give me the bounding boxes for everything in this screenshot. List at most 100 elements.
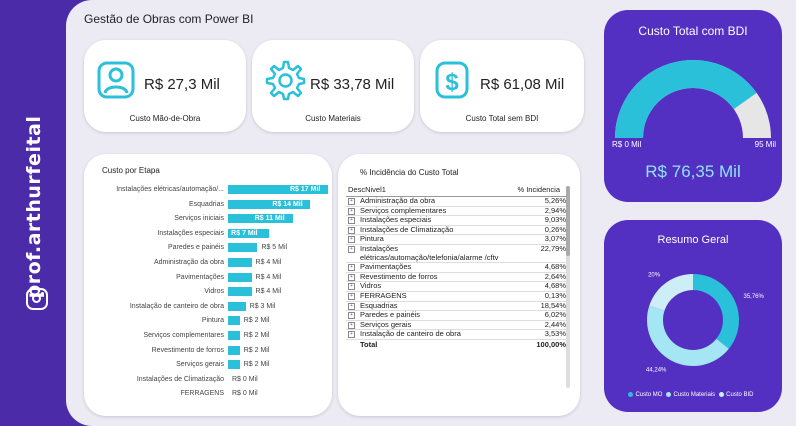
table-row[interactable]: + Instalações elétricas/automação/telefon… xyxy=(346,243,566,264)
expand-icon[interactable]: + xyxy=(348,283,355,291)
donut-slice[interactable] xyxy=(693,274,739,349)
gauge-card[interactable]: Custo Total com BDI R$ 0 Mil 95 Mil R$ 7… xyxy=(604,10,782,202)
incidence-table: DescNivel1 % Incidencia + Administração d… xyxy=(346,184,566,350)
bar-row[interactable]: Serviços iniciais R$ 11 Mil xyxy=(84,213,324,224)
kpi-card-materiais[interactable]: R$ 33,78 Mil Custo Materiais xyxy=(252,40,414,132)
row-name: + Serviços complementares xyxy=(346,206,515,216)
bar-value-label: R$ 2 Mil xyxy=(243,361,270,369)
bar-row[interactable]: Esquadrias R$ 14 Mil xyxy=(84,199,324,210)
table-row[interactable]: + Esquadrias 18,54% xyxy=(346,301,566,312)
table-row[interactable]: + Instalações especiais 9,03% xyxy=(346,215,566,226)
bar[interactable] xyxy=(228,316,240,326)
bar-row[interactable]: Vidros R$ 4 Mil xyxy=(84,286,324,297)
expand-icon[interactable]: + xyxy=(348,198,355,205)
bar[interactable] xyxy=(228,272,252,282)
bar-row[interactable]: Revestimento de forros R$ 2 Mil xyxy=(84,345,324,356)
total-value: 100,00% xyxy=(536,339,566,349)
bar-row[interactable]: Instalações de Climatização R$ 0 Mil xyxy=(84,374,324,385)
kpi-value: R$ 33,78 Mil xyxy=(310,76,395,93)
bar[interactable] xyxy=(228,214,293,224)
bar[interactable] xyxy=(228,258,252,267)
table-row[interactable]: + Pavimentações 4,68% xyxy=(346,262,566,273)
expand-icon[interactable]: + xyxy=(348,226,355,234)
table-row[interactable]: + Paredes e painéis 6,02% xyxy=(346,310,566,321)
table-row[interactable]: + Pintura 3,07% xyxy=(346,235,566,245)
bar[interactable] xyxy=(228,185,328,194)
legend-item[interactable]: Custo Materiais xyxy=(666,392,715,398)
bar-chart-card[interactable]: Custo por Etapa Instalações elétricas/au… xyxy=(84,154,332,416)
bar-category-label: Instalações elétricas/automação/... xyxy=(116,186,224,193)
table-row[interactable]: + Vidros 4,68% xyxy=(346,282,566,292)
gauge-chart xyxy=(615,60,771,138)
expand-icon[interactable]: + xyxy=(348,264,355,272)
bar-chart-title: Custo por Etapa xyxy=(102,166,160,175)
table-row[interactable]: + Serviços complementares 2,94% xyxy=(346,205,566,217)
bar[interactable] xyxy=(228,243,258,253)
bar[interactable] xyxy=(228,345,240,355)
expand-icon[interactable]: + xyxy=(348,236,355,244)
table-row[interactable]: + Instalações de Climatização 0,26% xyxy=(346,225,566,236)
table-row[interactable]: + FERRAGENS 0,13% xyxy=(346,290,566,302)
row-name: + Administração da obra xyxy=(346,196,515,206)
table-card[interactable]: % Incidência do Custo Total xyxy=(338,154,580,416)
bar-row[interactable]: Pavimentações R$ 4 Mil xyxy=(84,272,324,283)
expand-icon[interactable]: + xyxy=(348,312,355,320)
scrollbar-thumb[interactable] xyxy=(566,186,570,256)
bar[interactable] xyxy=(228,360,240,370)
table-row[interactable]: + Revestimento de forros 2,64% xyxy=(346,272,566,283)
bar-category-label: Pintura xyxy=(201,317,224,325)
column-header-incidencia[interactable]: % Incidencia xyxy=(517,185,560,194)
kpi-label: Custo Mão-de-Obra xyxy=(129,114,201,123)
bar-row[interactable]: Instalações elétricas/automação/... R$ 17… xyxy=(84,184,328,195)
expand-icon[interactable]: + xyxy=(348,207,355,215)
row-pct: 4,68% xyxy=(544,262,566,272)
donut-slice[interactable] xyxy=(647,305,729,367)
bar-row[interactable]: Pintura R$ 2 Mil xyxy=(84,315,324,326)
row-pct: 2,94% xyxy=(544,205,566,215)
legend-label: Custo BID xyxy=(726,392,754,399)
bar-category-label: Revestimento de forros xyxy=(151,346,224,354)
bar-row[interactable]: Paredes e painéis R$ 5 Mil xyxy=(84,242,324,253)
bar[interactable] xyxy=(228,331,240,340)
row-pct: 0,13% xyxy=(544,290,566,300)
dollar-icon: $ xyxy=(435,61,469,99)
bar-row[interactable]: Instalações especiais R$ 7 Mil xyxy=(84,228,324,239)
donut-card[interactable]: Resumo Geral 35,76% 44,24% 20% Custo MO Cus… xyxy=(604,220,782,412)
column-header-descnivel1[interactable]: DescNivel1 xyxy=(348,185,386,194)
expand-icon[interactable]: + xyxy=(348,331,355,339)
legend-item[interactable]: Custo MO xyxy=(628,392,662,398)
bar[interactable] xyxy=(228,228,270,238)
table-row[interactable]: + Serviços gerais 2,44% xyxy=(346,320,566,331)
expand-icon[interactable]: + xyxy=(348,302,355,310)
table-row[interactable]: + Administração da obra 5,26% xyxy=(346,196,566,207)
bar-chart: Instalações elétricas/automação/... R$ 17… xyxy=(84,184,332,404)
bar-row[interactable]: FERRAGENS R$ 0 Mil xyxy=(84,388,324,399)
donut-slice[interactable] xyxy=(649,274,693,311)
kpi-card-mao-de-obra[interactable]: R$ 27,3 Mil Custo Mão-de-Obra xyxy=(84,40,246,132)
row-name-text: Instalações elétricas/automação/telefoni… xyxy=(360,243,499,262)
expand-icon[interactable]: + xyxy=(348,321,355,329)
row-name-text: Paredes e painéis xyxy=(360,310,421,320)
person-icon xyxy=(97,61,135,99)
legend-label: Custo MO xyxy=(635,392,663,399)
bar[interactable] xyxy=(228,301,246,311)
expand-icon[interactable]: + xyxy=(348,273,355,281)
bar[interactable] xyxy=(228,287,252,297)
bar-row[interactable]: Serviços complementares R$ 2 Mil xyxy=(84,330,324,341)
bar-row[interactable]: Serviços gerais R$ 2 Mil xyxy=(84,359,324,370)
table-scrollbar[interactable] xyxy=(566,186,570,388)
expand-icon[interactable]: + xyxy=(348,217,355,225)
row-name: + Vidros xyxy=(346,282,515,291)
donut-data-label: 20% xyxy=(648,273,661,279)
bar-row[interactable]: Instalação de canteiro de obra R$ 3 Mil xyxy=(84,301,324,312)
expand-icon[interactable]: + xyxy=(348,292,355,300)
table-row[interactable]: + Instalação de canteiro de obra 3,53% xyxy=(346,330,566,340)
bar-value-label: R$ 4 Mil xyxy=(255,259,282,266)
bar-row[interactable]: Administração da obra R$ 4 Mil xyxy=(84,257,324,268)
bar-category-label: FERRAGENS xyxy=(180,390,224,398)
expand-icon[interactable]: + xyxy=(348,245,355,253)
donut-title: Resumo Geral xyxy=(657,234,729,246)
bar[interactable] xyxy=(228,199,311,209)
legend-item[interactable]: Custo BID xyxy=(719,392,754,399)
kpi-card-total-sem-bdi[interactable]: $ R$ 61,08 Mil Custo Total sem BDI xyxy=(420,40,584,132)
